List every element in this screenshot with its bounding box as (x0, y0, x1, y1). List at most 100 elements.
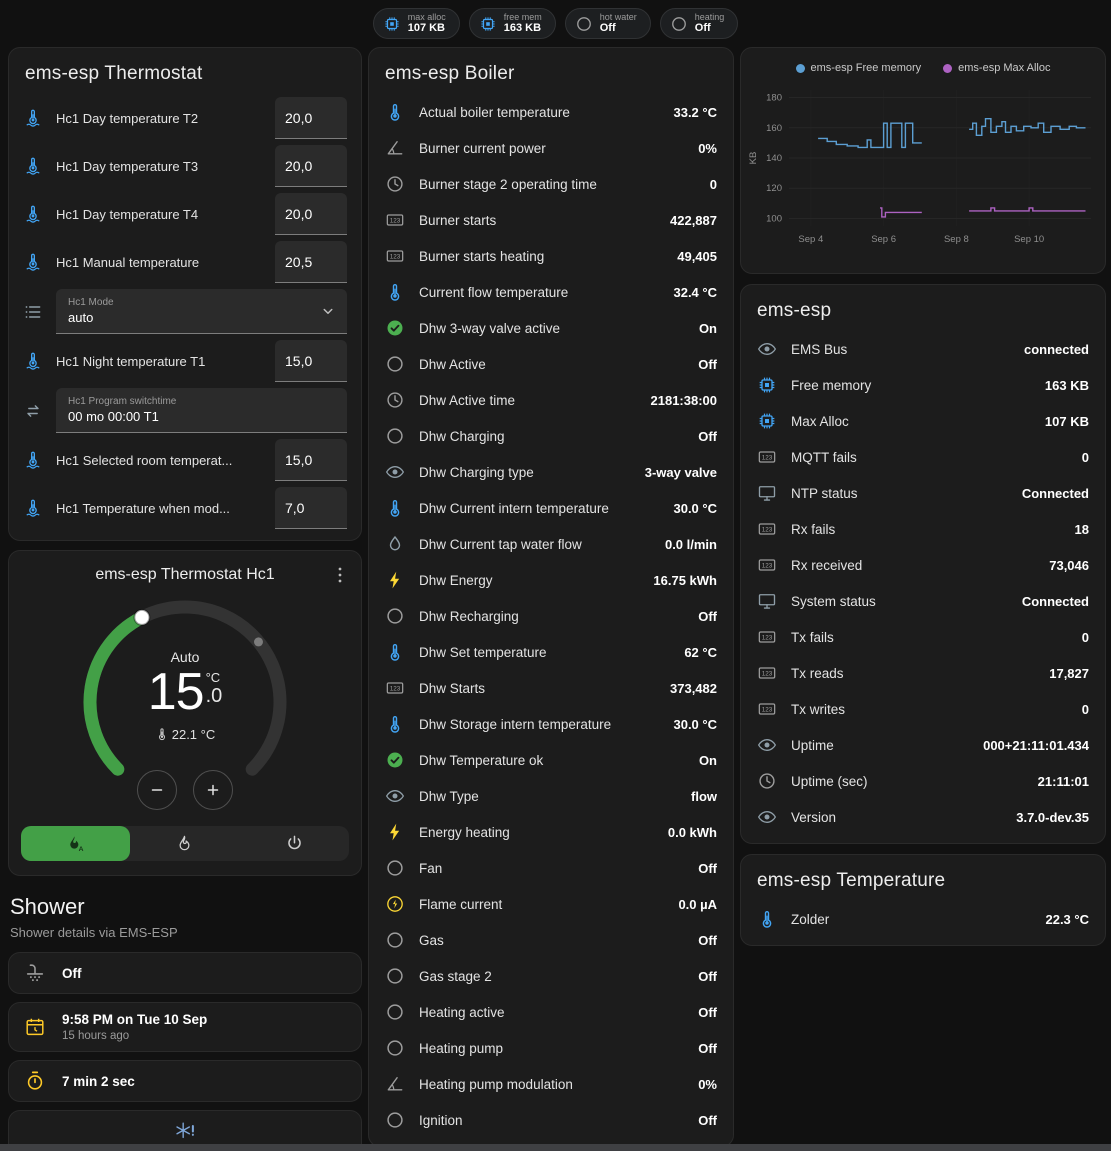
text-input[interactable]: Hc1 Program switchtime 00 mo 00:00 T1 (56, 388, 347, 433)
entity-row-gas[interactable]: Gas Off (369, 922, 733, 958)
thermometer-water-icon (23, 252, 43, 272)
entity-row-dhw-energy[interactable]: Dhw Energy 16.75 kWh (369, 562, 733, 598)
setting-row-hc1-day-temperature-t4: Hc1 Day temperature T4 20,0 (9, 190, 361, 238)
entity-row-dhw-active-time[interactable]: Dhw Active time 2181:38:00 (369, 382, 733, 418)
entity-row-burner-stage-2-operating-time[interactable]: Burner stage 2 operating time 0 (369, 166, 733, 202)
number-input[interactable]: 15,0 (275, 439, 347, 481)
number-input[interactable]: 20,0 (275, 97, 347, 139)
entity-row-version[interactable]: Version 3.7.0-dev.35 (741, 799, 1105, 835)
memory-chart-card[interactable]: ems-esp Free memory ems-esp Max Alloc Sep… (740, 47, 1106, 274)
svg-text:123: 123 (390, 217, 401, 224)
entity-row-ems-bus[interactable]: EMS Bus connected (741, 331, 1105, 367)
entity-value: 30.0 °C (673, 716, 717, 732)
entity-value: Off (698, 1040, 717, 1056)
temperature-down-button[interactable] (137, 770, 177, 810)
entity-row-dhw-storage-intern-temperature[interactable]: Dhw Storage intern temperature 30.0 °C (369, 706, 733, 742)
circle-outline-icon (385, 1038, 405, 1058)
entity-row-tx-fails[interactable]: 123 Tx fails 0 (741, 619, 1105, 655)
entity-row-free-memory[interactable]: Free memory 163 KB (741, 367, 1105, 403)
number-input[interactable]: 20,5 (275, 241, 347, 283)
entity-row-ntp-status[interactable]: NTP status Connected (741, 475, 1105, 511)
entity-row-tx-writes[interactable]: 123 Tx writes 0 (741, 691, 1105, 727)
entity-row-burner-starts-heating[interactable]: 123 Burner starts heating 49,405 (369, 238, 733, 274)
number-input[interactable]: 20,0 (275, 193, 347, 235)
entity-row-dhw-charging[interactable]: Dhw Charging Off (369, 418, 733, 454)
entity-value: Off (698, 608, 717, 624)
entity-row-heating-pump[interactable]: Heating pump Off (369, 1030, 733, 1066)
legend-item-ems-esp-max-alloc[interactable]: ems-esp Max Alloc (943, 62, 1050, 74)
entity-row-dhw-3-way-valve-active[interactable]: Dhw 3-way valve active On (369, 310, 733, 346)
entity-label: Dhw Temperature ok (419, 752, 544, 768)
entity-row-dhw-starts[interactable]: 123 Dhw Starts 373,482 (369, 670, 733, 706)
badge-free-mem[interactable]: free mem 163 KB (468, 8, 556, 39)
entity-row-burner-starts[interactable]: 123 Burner starts 422,887 (369, 202, 733, 238)
circle-outline-icon (385, 966, 405, 986)
entity-value: connected (1023, 341, 1089, 357)
mode-select[interactable]: Hc1 Mode auto (56, 289, 347, 334)
entity-row-flame-current[interactable]: Flame current 0.0 µA (369, 886, 733, 922)
svg-text:KB: KB (748, 152, 759, 165)
svg-text:120: 120 (766, 183, 782, 194)
entity-value: Off (698, 428, 717, 444)
badge-max-alloc[interactable]: max alloc 107 KB (372, 8, 460, 39)
thermometer-water-icon (23, 450, 43, 470)
entity-row-mqtt-fails[interactable]: 123 MQTT fails 0 (741, 439, 1105, 475)
shower-icon (24, 962, 46, 984)
number-input[interactable]: 20,0 (275, 145, 347, 187)
svg-text:123: 123 (390, 253, 401, 260)
entity-row-rx-fails[interactable]: 123 Rx fails 18 (741, 511, 1105, 547)
entity-row-dhw-active[interactable]: Dhw Active Off (369, 346, 733, 382)
temperature-up-button[interactable] (193, 770, 233, 810)
entity-label: Heating pump (419, 1040, 504, 1056)
badge-heating[interactable]: heating Off (659, 8, 739, 39)
entity-row-fan[interactable]: Fan Off (369, 850, 733, 886)
entity-row-heating-pump-modulation[interactable]: Heating pump modulation 0% (369, 1066, 733, 1102)
entity-row-dhw-recharging[interactable]: Dhw Recharging Off (369, 598, 733, 634)
entity-row-dhw-current-tap-water-flow[interactable]: Dhw Current tap water flow 0.0 l/min (369, 526, 733, 562)
entity-row-dhw-temperature-ok[interactable]: Dhw Temperature ok On (369, 742, 733, 778)
legend-item-ems-esp-free-memory[interactable]: ems-esp Free memory (795, 62, 921, 74)
entity-row-tx-reads[interactable]: 123 Tx reads 17,827 (741, 655, 1105, 691)
entity-row-system-status[interactable]: System status Connected (741, 583, 1105, 619)
entity-row-ignition[interactable]: Ignition Off (369, 1102, 733, 1138)
setting-label: Hc1 Day temperature T3 (56, 158, 199, 174)
entity-value: 0% (698, 140, 717, 156)
entity-row-dhw-set-temperature[interactable]: Dhw Set temperature 62 °C (369, 634, 733, 670)
entity-label: Dhw Active (419, 356, 486, 372)
entity-row-uptime-sec-[interactable]: Uptime (sec) 21:11:01 (741, 763, 1105, 799)
bottom-scrollbar[interactable] (0, 1144, 1111, 1151)
number-input[interactable]: 15,0 (275, 340, 347, 382)
entity-label: NTP status (791, 485, 858, 501)
entity-label: Tx writes (791, 701, 845, 717)
entity-row-actual-boiler-temperature[interactable]: Actual boiler temperature 33.2 °C (369, 94, 733, 130)
entity-label: Dhw Current tap water flow (419, 536, 582, 552)
entity-row-heating-active[interactable]: Heating active Off (369, 994, 733, 1030)
entity-row-current-flow-temperature[interactable]: Current flow temperature 32.4 °C (369, 274, 733, 310)
shower-item-off[interactable]: Off (8, 952, 362, 994)
field-label: Hc1 Program switchtime (68, 396, 177, 407)
badge-hot-water[interactable]: hot water Off (564, 8, 651, 39)
history-chart[interactable]: Sep 4 Sep 6 Sep 8 Sep 10 100 120 140 160 180 KB (743, 78, 1101, 264)
setting-row-hc1-selected-room-temperat-: Hc1 Selected room temperat... 15,0 (9, 436, 361, 484)
number-input[interactable]: 7,0 (275, 487, 347, 529)
thermometer-water-icon (23, 156, 43, 176)
field-label: Hc1 Mode (68, 297, 114, 308)
hvac-mode-off-button[interactable] (240, 826, 349, 861)
entity-row-max-alloc[interactable]: Max Alloc 107 KB (741, 403, 1105, 439)
shower-item-7-min-2-sec[interactable]: 7 min 2 sec (8, 1060, 362, 1102)
hvac-mode-heat-button[interactable] (130, 826, 239, 861)
entity-row-dhw-type[interactable]: Dhw Type flow (369, 778, 733, 814)
entity-row-dhw-charging-type[interactable]: Dhw Charging type 3-way valve (369, 454, 733, 490)
entity-row-zolder[interactable]: Zolder 22.3 °C (741, 901, 1105, 937)
entity-row-energy-heating[interactable]: Energy heating 0.0 kWh (369, 814, 733, 850)
hvac-mode-auto-button[interactable]: A (21, 826, 131, 861)
entity-row-uptime[interactable]: Uptime 000+21:11:01.434 (741, 727, 1105, 763)
entity-row-gas-stage-2[interactable]: Gas stage 2 Off (369, 958, 733, 994)
entity-value: 163 KB (1044, 377, 1089, 393)
entity-row-burner-current-power[interactable]: Burner current power 0% (369, 130, 733, 166)
entity-row-dhw-current-intern-temperature[interactable]: Dhw Current intern temperature 30.0 °C (369, 490, 733, 526)
more-options-button[interactable] (329, 564, 351, 586)
entity-row-rx-received[interactable]: 123 Rx received 73,046 (741, 547, 1105, 583)
thermostat-dial[interactable]: Auto 15 °C .0 22.1 °C (69, 592, 301, 804)
shower-item-9-58-pm-on-tue-10-sep[interactable]: 9:58 PM on Tue 10 Sep 15 hours ago (8, 1002, 362, 1052)
